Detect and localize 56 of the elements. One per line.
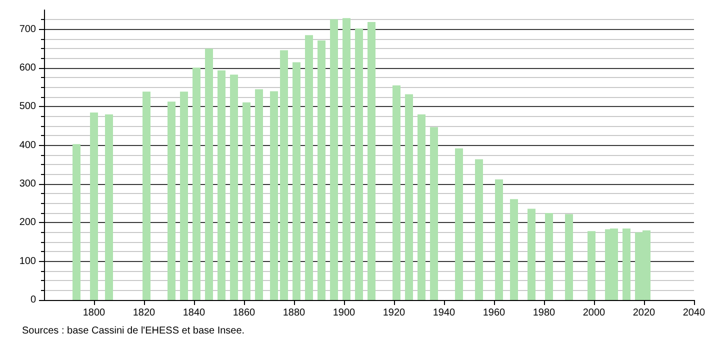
bar xyxy=(405,94,413,300)
bar xyxy=(242,102,250,300)
x-tick-label: 1880 xyxy=(282,308,306,318)
y-tick-label: 700 xyxy=(19,24,36,35)
bar xyxy=(280,50,288,300)
source-note: Sources : base Cassini de l'EHESS et base Insee. xyxy=(22,326,245,336)
bar xyxy=(528,208,536,300)
x-tick-label: 1820 xyxy=(132,308,156,318)
x-tick-label: 1960 xyxy=(482,308,506,318)
bar xyxy=(455,148,463,300)
x-tick-label: 2000 xyxy=(582,308,606,318)
y-tick-label: 600 xyxy=(19,62,36,74)
y-tick-label: 400 xyxy=(19,140,36,151)
bar xyxy=(392,85,400,300)
bar xyxy=(545,213,553,300)
bar xyxy=(430,127,438,300)
bar xyxy=(142,92,150,300)
bar xyxy=(255,89,263,300)
bar xyxy=(368,22,376,300)
bar xyxy=(72,144,80,300)
bar xyxy=(475,159,483,300)
x-tick-label: 2020 xyxy=(632,308,656,318)
x-tick-label: 1800 xyxy=(82,308,106,318)
bar xyxy=(622,228,630,300)
bar xyxy=(168,102,176,300)
bar xyxy=(355,28,363,300)
y-tick-label: 300 xyxy=(19,178,36,190)
bar xyxy=(270,91,278,300)
y-tick-label: 200 xyxy=(19,217,36,228)
bar xyxy=(218,70,226,300)
bar xyxy=(105,114,113,300)
bar xyxy=(90,112,98,300)
bar xyxy=(205,48,213,300)
x-tick-label: 1840 xyxy=(182,308,206,318)
x-tick-label: 1900 xyxy=(332,308,356,318)
bar xyxy=(342,18,350,300)
bar xyxy=(510,199,518,300)
y-tick-label: 500 xyxy=(19,101,36,112)
x-tick-label: 2040 xyxy=(682,308,706,318)
bar xyxy=(192,68,200,300)
bar xyxy=(180,92,188,300)
bar xyxy=(230,74,238,300)
bar xyxy=(330,19,338,300)
bar xyxy=(565,214,573,300)
x-tick-label: 1980 xyxy=(532,308,556,318)
x-tick-label: 1940 xyxy=(432,308,456,318)
bar xyxy=(292,62,300,300)
x-tick-label: 1920 xyxy=(382,308,406,318)
bar xyxy=(495,179,503,300)
bar xyxy=(305,35,313,300)
bar xyxy=(588,231,596,300)
bar xyxy=(318,40,326,300)
y-tick-label: 0 xyxy=(30,294,36,306)
bar xyxy=(418,114,426,300)
x-tick-label: 1860 xyxy=(232,308,256,318)
y-tick-label: 100 xyxy=(19,256,36,267)
